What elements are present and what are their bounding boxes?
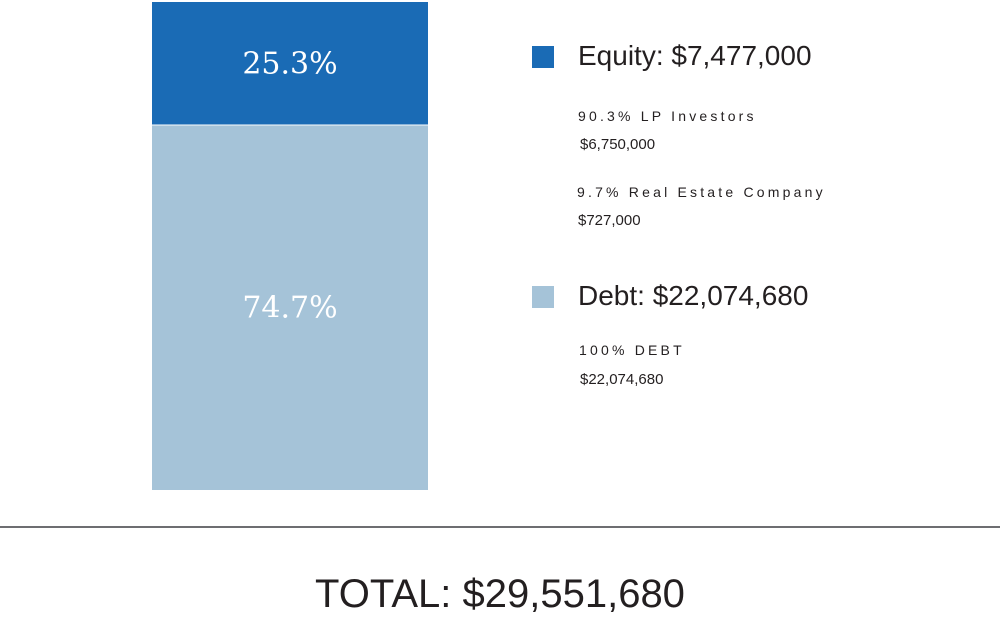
debt-swatch (532, 286, 554, 308)
bar-label-equity: 25.3% (242, 47, 337, 82)
lp-investors-amount: $6,750,000 (580, 136, 656, 153)
equity-swatch (532, 46, 554, 68)
total-label: TOTAL: $29,551,680 (315, 572, 685, 616)
stacked-bar-chart: 25.3% 74.7% (152, 2, 428, 491)
bar-segment-debt (152, 125, 428, 491)
debt-legend-label: Debt: $22,074,680 (578, 280, 809, 311)
debt-breakdown-label: 100% DEBT (579, 342, 685, 358)
bar-segment-equity (152, 2, 428, 126)
equity-legend-label: Equity: $7,477,000 (578, 40, 812, 71)
real-estate-company-label: 9.7% Real Estate Company (577, 184, 826, 200)
real-estate-company-amount: $727,000 (578, 212, 641, 229)
debt-breakdown-amount: $22,074,680 (580, 371, 664, 388)
bar-label-debt: 74.7% (242, 291, 337, 326)
total-divider (0, 526, 1000, 528)
lp-investors-label: 90.3% LP Investors (578, 108, 757, 124)
